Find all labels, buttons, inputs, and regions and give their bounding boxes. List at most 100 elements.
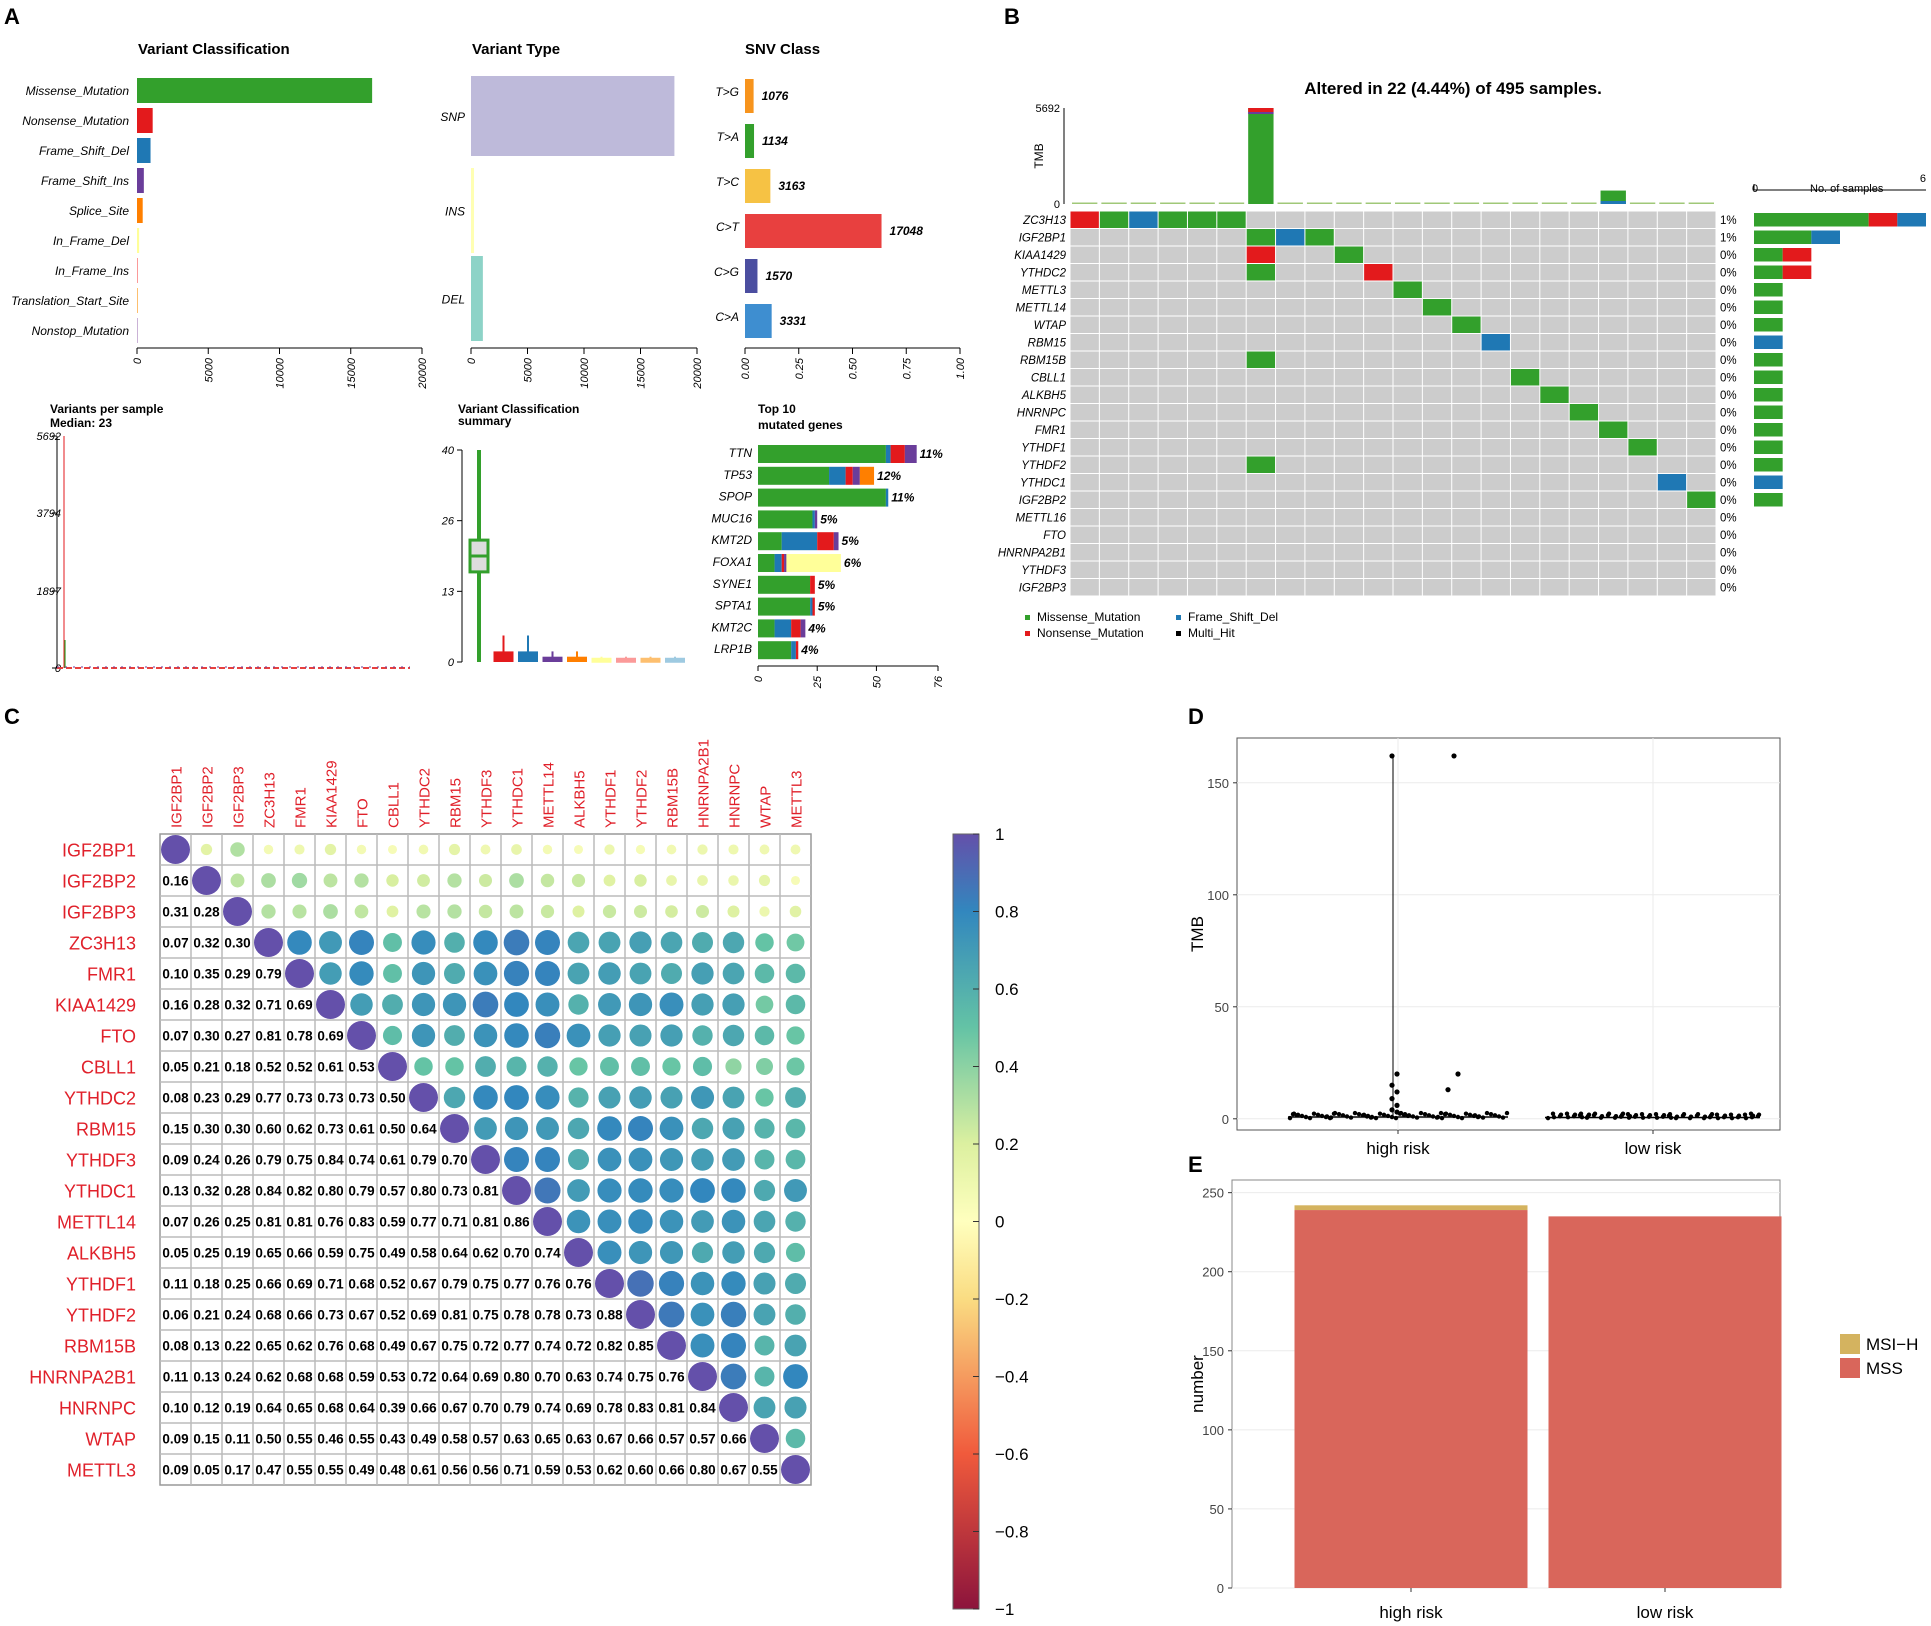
correlation-value: 0.77 [255, 1091, 281, 1106]
category-label: MUC16 [711, 511, 752, 525]
correlation-value: 0.29 [224, 1091, 250, 1106]
box [493, 651, 514, 662]
correlation-value: 0.19 [224, 1246, 250, 1261]
correlation-value: 0.88 [596, 1308, 623, 1323]
correlation-circle [690, 1302, 715, 1327]
correlation-circle [784, 1334, 807, 1357]
correlation-circle [784, 1272, 807, 1295]
correlation-value: 0.55 [317, 1463, 344, 1478]
correlation-circle [598, 1024, 621, 1047]
correlation-value: 0.64 [255, 1401, 282, 1416]
correlation-circle [603, 874, 616, 887]
bar-segment [800, 619, 806, 638]
correlation-value: 0.65 [255, 1339, 282, 1354]
mutation-cell [1569, 403, 1599, 421]
correlation-circle [418, 844, 429, 855]
correlation-value: 0.64 [441, 1370, 468, 1385]
row-label: RBM15B [64, 1337, 136, 1357]
side-bar-segment [1754, 388, 1783, 402]
side-bar-segment [1754, 475, 1783, 489]
correlation-circle [350, 993, 373, 1016]
box [640, 657, 661, 663]
correlation-circle [722, 1148, 745, 1171]
correlation-value: 0.62 [286, 1122, 312, 1137]
bar-segment [812, 510, 815, 529]
correlation-value: 0.71 [503, 1463, 530, 1478]
tmb-bar [1130, 202, 1157, 204]
box [665, 657, 685, 663]
data-point [1742, 1112, 1748, 1117]
correlation-value: 0.68 [348, 1277, 375, 1292]
outlier-point [1455, 1071, 1461, 1077]
gene-label: METTL3 [1022, 285, 1067, 297]
correlation-value: 0.79 [503, 1401, 529, 1416]
correlation-circle [692, 1056, 713, 1077]
data-point [1410, 1114, 1416, 1119]
tmb-bar [1512, 202, 1538, 204]
outlier-point [1389, 1082, 1395, 1088]
category-label: INS [445, 205, 465, 219]
column-label: HNRNPC [727, 764, 744, 828]
row-label: IGF2BP2 [62, 872, 136, 892]
correlation-value: 0.64 [441, 1246, 468, 1261]
correlation-circle [480, 844, 491, 855]
x-tick-label: 10000 [275, 357, 287, 388]
side-bar-segment [1754, 213, 1869, 227]
correlation-value: 0.76 [565, 1277, 592, 1292]
bar-segment [758, 641, 792, 660]
data-point [1393, 1115, 1399, 1121]
side-bar-segment [1754, 318, 1783, 332]
bar [745, 304, 772, 338]
correlation-value: 0.65 [534, 1432, 561, 1447]
mutation-cell [1187, 211, 1217, 229]
y-tick-label: 50 [1210, 1502, 1224, 1517]
correlation-value: 0.05 [162, 1246, 189, 1261]
correlation-value: 0.21 [193, 1308, 220, 1323]
column-label: FMR1 [293, 787, 310, 828]
correlation-value: 0.29 [224, 967, 250, 982]
category-label: DEL [442, 293, 465, 307]
legend-label: Missense_Mutation [1037, 610, 1140, 624]
data-point [1605, 1112, 1611, 1118]
correlation-value: 0.75 [441, 1339, 468, 1354]
correlation-value: 0.22 [224, 1339, 250, 1354]
correlation-value: 0.68 [348, 1339, 375, 1354]
correlation-circle [790, 875, 801, 886]
bar-segment [904, 445, 917, 463]
percent-label: 0% [1720, 268, 1737, 280]
y-tick-label: 5692 [37, 431, 61, 443]
data-point [1743, 1115, 1749, 1121]
correlation-value: 0.69 [565, 1401, 591, 1416]
data-point [1418, 1110, 1424, 1116]
gene-label: METTL16 [1016, 513, 1067, 525]
correlation-circle [409, 1083, 438, 1112]
data-point [1377, 1111, 1383, 1116]
correlation-value: 0.65 [286, 1401, 313, 1416]
bar [471, 168, 474, 253]
correlation-circle [504, 1085, 529, 1110]
correlation-value: 0.68 [286, 1370, 313, 1385]
y-tick-label: 26 [441, 516, 455, 528]
correlation-circle [161, 835, 190, 864]
correlation-circle [504, 992, 529, 1017]
correlation-value: 0.24 [193, 1153, 220, 1168]
legend-swatch [1025, 631, 1030, 636]
data-point [1336, 1112, 1342, 1117]
correlation-circle [753, 1303, 776, 1326]
correlation-value: 0.64 [410, 1122, 437, 1137]
row-label: HNRNPC [59, 1399, 136, 1419]
data-label: 4% [807, 621, 826, 635]
correlation-value: 0.28 [193, 905, 220, 920]
correlation-circle [658, 1301, 685, 1328]
correlation-value: 0.73 [441, 1184, 468, 1199]
correlation-circle [534, 1146, 561, 1173]
bar-segment [859, 466, 875, 485]
x-tick-label: 20000 [692, 357, 704, 389]
correlation-value: 0.53 [379, 1370, 406, 1385]
category-label: KMT2C [711, 620, 752, 634]
data-point [1626, 1115, 1632, 1120]
correlation-value: 0.53 [348, 1060, 375, 1075]
colorbar-tick-label: −0.2 [995, 1290, 1029, 1309]
bar [745, 169, 771, 203]
y-tick-label: 50 [1215, 1000, 1229, 1015]
